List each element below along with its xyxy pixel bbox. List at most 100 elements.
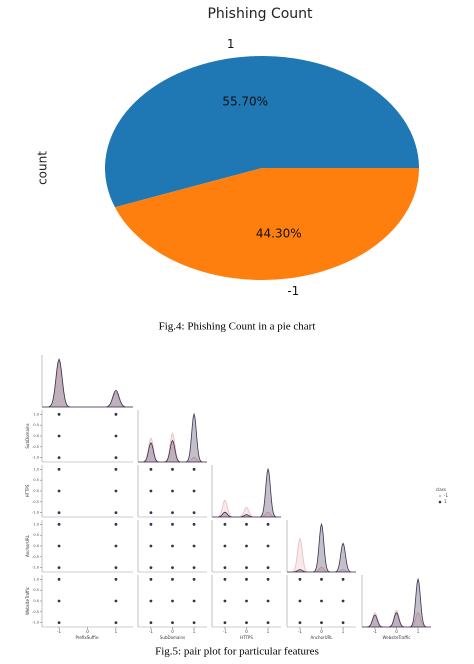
kde xyxy=(287,522,356,573)
scatter-point xyxy=(114,599,118,603)
y-axis-label: HTTPS xyxy=(25,484,30,497)
scatter-point xyxy=(149,566,153,570)
scatter-point xyxy=(192,511,196,515)
scatter-point xyxy=(171,489,174,493)
slice-label: 1 xyxy=(227,37,235,51)
scatter-point xyxy=(149,599,153,603)
scatter-point xyxy=(266,621,270,625)
scatter-point xyxy=(266,599,270,603)
scatter-point xyxy=(57,412,61,416)
scatter-point xyxy=(114,522,118,526)
kde xyxy=(287,537,356,573)
scatter-point xyxy=(114,434,118,438)
x-tick-label: 0 xyxy=(171,629,174,634)
x-tick-label: 0 xyxy=(245,629,248,634)
y-tick-label: -0.5 xyxy=(32,500,39,504)
scatter-point xyxy=(223,522,227,526)
scatter-point xyxy=(223,599,227,603)
scatter-point xyxy=(192,621,196,625)
y-tick-label: 1.0 xyxy=(33,577,39,581)
x-axis-label: HTTPS xyxy=(240,635,253,640)
scatter-point xyxy=(114,489,118,493)
scatter-point xyxy=(57,566,61,570)
y-tick-label: 0.0 xyxy=(33,434,39,438)
scatter-point xyxy=(149,467,153,471)
y-tick-label: -0.5 xyxy=(32,555,39,559)
scatter-point xyxy=(57,577,61,581)
y-tick-label: -0.5 xyxy=(32,445,39,449)
scatter-point xyxy=(298,599,302,603)
y-tick-label: 1.0 xyxy=(33,522,39,526)
scatter-point xyxy=(192,566,196,570)
x-tick-label: 1 xyxy=(267,629,270,634)
scatter-point xyxy=(245,577,248,581)
scatter-point xyxy=(114,621,118,625)
scatter-point xyxy=(171,522,174,526)
y-tick-label: 0.0 xyxy=(33,544,39,548)
y-tick-label: 1.0 xyxy=(33,412,39,416)
scatter-point xyxy=(57,621,61,625)
x-axis-label: AnchorURL xyxy=(310,635,333,640)
scatter-point xyxy=(149,489,153,493)
legend-marker xyxy=(438,494,442,498)
y-tick-label: -1.0 xyxy=(32,566,39,570)
y-tick-label: -1.0 xyxy=(32,456,39,460)
scatter-point xyxy=(114,544,118,548)
scatter-point xyxy=(320,577,323,581)
scatter-point xyxy=(298,577,302,581)
x-tick-label: -1 xyxy=(298,629,302,634)
y-tick-label: 0.0 xyxy=(33,599,39,603)
scatter-point xyxy=(149,511,153,515)
caption: Fig.4: Phishing Count in a pie chart xyxy=(159,321,316,333)
scatter-point xyxy=(171,467,174,471)
scatter-point xyxy=(171,566,174,570)
slice-label: -1 xyxy=(287,284,299,298)
scatter-point xyxy=(149,522,153,526)
scatter-point xyxy=(114,467,118,471)
x-axis-label: PrefixSuffix- xyxy=(76,635,101,640)
x-tick-label: 0 xyxy=(395,629,398,634)
caption: Fig.5: pair plot for particular features xyxy=(155,646,319,658)
scatter-point xyxy=(149,544,153,548)
x-tick-label: -1 xyxy=(149,629,153,634)
scatter-point xyxy=(245,621,248,625)
kde xyxy=(42,358,133,408)
scatter-point xyxy=(341,577,345,581)
scatter-point xyxy=(192,544,196,548)
scatter-point xyxy=(266,566,270,570)
y-tick-label: 1.0 xyxy=(33,467,39,471)
scatter-point xyxy=(192,577,196,581)
y-axis-label: SubDomains xyxy=(25,423,30,448)
x-tick-label: 1 xyxy=(342,629,345,634)
scatter-point xyxy=(57,489,61,493)
scatter-point xyxy=(114,511,118,515)
pie-title: Phishing Count xyxy=(207,6,313,22)
scatter-point xyxy=(171,621,174,625)
y-tick-label: 0.0 xyxy=(33,489,39,493)
scatter-point xyxy=(245,522,248,526)
scatter-point xyxy=(192,467,196,471)
scatter-point xyxy=(192,489,196,493)
legend-title: class xyxy=(436,487,446,492)
x-tick-label: 0 xyxy=(86,629,89,634)
x-tick-label: -1 xyxy=(373,629,377,634)
scatter-point xyxy=(245,599,248,603)
scatter-point xyxy=(57,467,61,471)
scatter-point xyxy=(57,456,61,460)
scatter-point xyxy=(266,577,270,581)
y-tick-label: -0.5 xyxy=(32,610,39,614)
x-axis-label: SubDomains xyxy=(160,635,185,640)
scatter-point xyxy=(57,511,61,515)
scatter-point xyxy=(223,577,227,581)
kde xyxy=(362,577,431,628)
legend-label: -1 xyxy=(444,493,448,498)
scatter-point xyxy=(171,544,174,548)
x-tick-label: 1 xyxy=(417,629,420,634)
scatter-point xyxy=(114,566,118,570)
scatter-point xyxy=(114,456,118,460)
scatter-point xyxy=(245,544,248,548)
scatter-point xyxy=(298,621,302,625)
scatter-point xyxy=(341,599,345,603)
scatter-point xyxy=(320,599,323,603)
